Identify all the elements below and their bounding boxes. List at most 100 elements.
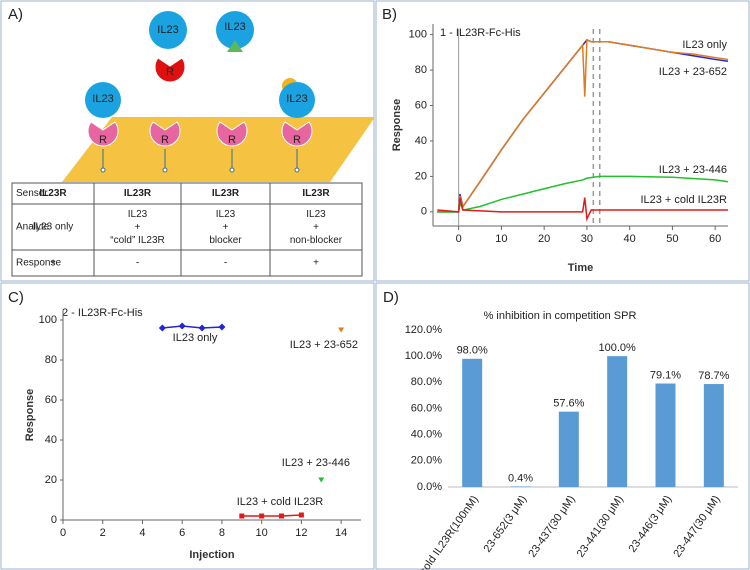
x-tick-label: 20	[538, 233, 550, 245]
chart-title: 1 - IL23R-Fc-His	[440, 27, 521, 39]
table-cell: Response	[16, 258, 61, 269]
molecule-label: R	[99, 134, 107, 146]
il23	[149, 11, 187, 49]
molecule-label: R	[166, 66, 174, 78]
y-tick-label: 40	[415, 135, 427, 147]
panel-frame	[0, 0, 375, 282]
y-tick-label: 100	[409, 29, 427, 41]
table-cell: IL23R	[302, 188, 330, 199]
il23	[216, 11, 254, 49]
x-tick-label: 0	[456, 233, 462, 245]
y-tick-label: 0	[51, 514, 57, 526]
series-label: IL23 + cold IL23R	[237, 496, 324, 508]
y-tick-label: 100.0%	[405, 350, 443, 362]
bar	[462, 358, 483, 487]
table-cell: IL23R	[39, 188, 67, 199]
table-cell: IL23R	[212, 188, 240, 199]
y-tick-label: 60	[45, 394, 57, 406]
marker	[318, 477, 325, 483]
x-axis-label: Injection	[189, 549, 235, 561]
series-line	[437, 38, 729, 213]
x-tick-label: 14	[335, 527, 347, 539]
table-cell: IL23 + blocker	[209, 209, 242, 246]
table-cell: -	[224, 258, 227, 269]
bar	[510, 486, 531, 487]
y-tick-label: 0	[421, 206, 427, 218]
marker	[279, 513, 285, 519]
series-label: IL23 + 23-652	[659, 66, 727, 78]
y-tick-label: 40	[45, 434, 57, 446]
panel-frame	[375, 282, 750, 570]
panel-label: B)	[382, 6, 397, 23]
marker	[259, 513, 265, 519]
molecule-label: R	[161, 134, 169, 146]
receptor	[87, 121, 119, 147]
x-tick-label: 12	[295, 527, 307, 539]
series-line	[437, 197, 728, 222]
y-axis-label: Response	[24, 389, 36, 442]
il23	[85, 82, 121, 118]
series-label: IL23 + 23-446	[282, 457, 350, 469]
marker	[178, 322, 186, 330]
bar	[607, 356, 628, 487]
il23	[279, 82, 315, 118]
marker	[338, 327, 345, 333]
y-tick-label: 120.0%	[405, 324, 443, 336]
chart-title: % inhibition in competition SPR	[484, 310, 637, 322]
molecule-label: IL23	[286, 93, 307, 105]
receptors	[87, 121, 313, 147]
stems	[100, 149, 300, 173]
marker	[239, 513, 245, 519]
stem-end	[100, 167, 106, 173]
y-tick-label: 60.0%	[411, 402, 442, 414]
y-tick-label: 20	[415, 170, 427, 182]
table-cell: IL23 + “cold” IL23R	[110, 209, 164, 246]
molecule-label: IL23	[92, 93, 113, 105]
value-label: 98.0%	[457, 345, 488, 357]
value-label: 78.7%	[698, 370, 729, 382]
diagram-labels: IL23 IL23 R IL23 R R R IL23 R	[92, 21, 307, 146]
receptor	[216, 121, 248, 147]
stem-end	[229, 167, 235, 173]
panel-label: A)	[8, 6, 23, 23]
panel-frame	[375, 0, 750, 282]
blocker	[227, 40, 243, 52]
x-tick-label: 0	[60, 527, 66, 539]
x-tick-label: 8	[219, 527, 225, 539]
series-line	[162, 325, 222, 329]
y-tick-label: 0.0%	[417, 481, 442, 493]
y-tick-label: 60	[415, 99, 427, 111]
molecule-label: R	[293, 134, 301, 146]
y-tick-label: 80	[45, 354, 57, 366]
panel-label: D)	[383, 289, 399, 306]
series-label: IL23 only	[682, 39, 727, 51]
panel-frame	[0, 282, 375, 570]
series-label: IL23 + 23-652	[290, 339, 358, 351]
y-tick-label: 40.0%	[411, 429, 442, 441]
value-label: 100.0%	[599, 342, 637, 354]
marker	[218, 323, 226, 331]
y-tick-label: 20	[45, 474, 57, 486]
x-tick-label: 23-437(30 μM)	[526, 494, 577, 560]
x-tick-label: 23-446(3 μM)	[626, 494, 674, 555]
marker	[298, 512, 304, 518]
table-cell: Sensor	[16, 188, 48, 199]
x-tick-label: 60	[709, 233, 721, 245]
chart: C)2 - IL23R-Fc-His020406080100ResponseIn…	[8, 289, 361, 561]
x-tick-label: 10	[495, 233, 507, 245]
x-tick-label: 40	[624, 233, 636, 245]
receptor	[281, 121, 313, 147]
marker	[198, 324, 206, 332]
x-tick-label: 50	[666, 233, 678, 245]
molecule-label: IL23	[224, 21, 245, 33]
x-tick-label: 23-441(30 μM)	[575, 494, 626, 560]
series-label: IL23 + cold IL23R	[640, 194, 727, 206]
receptor	[149, 121, 181, 147]
soluble-receptor	[154, 57, 186, 83]
y-tick-label: 80	[415, 64, 427, 76]
x-axis-label: Time	[568, 262, 593, 274]
table-cell: IL23 + non-blocker	[290, 209, 343, 246]
